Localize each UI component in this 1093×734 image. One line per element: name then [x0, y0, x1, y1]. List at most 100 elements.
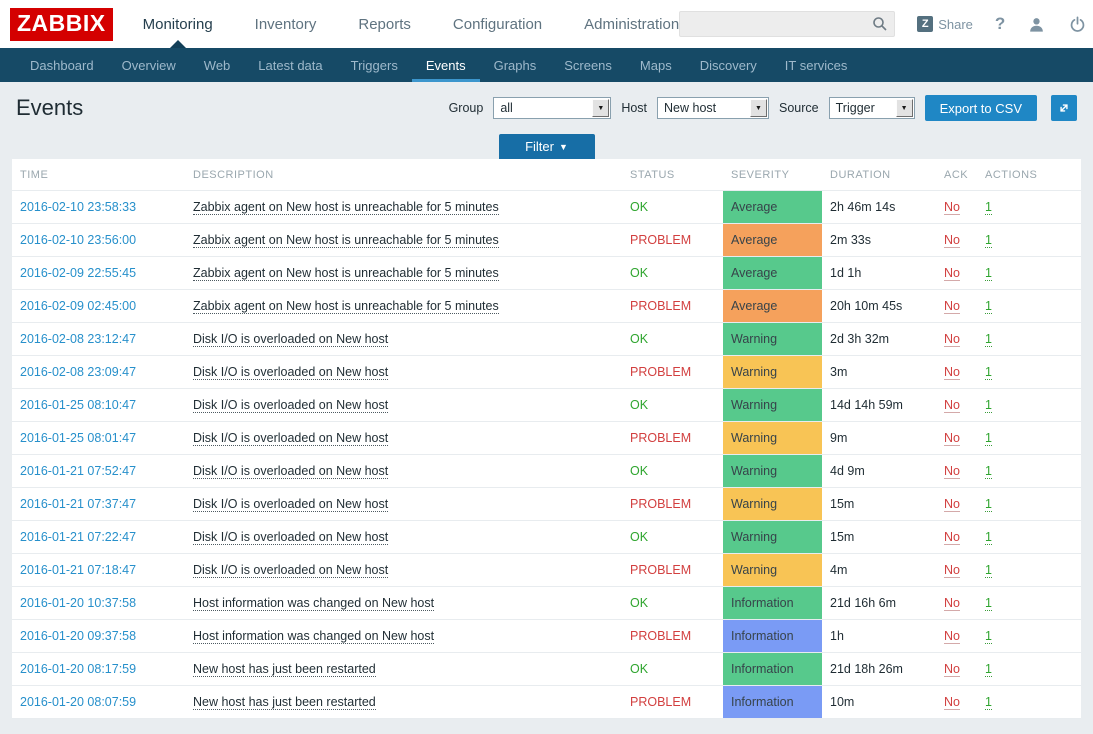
event-time-link[interactable]: 2016-01-21 07:37:47 [20, 497, 137, 511]
sub-nav-item-it-services[interactable]: IT services [784, 57, 848, 73]
actions-count-link[interactable]: 1 [985, 530, 992, 545]
sub-nav-item-triggers[interactable]: Triggers [350, 57, 398, 73]
sub-nav-item-graphs[interactable]: Graphs [493, 57, 537, 73]
event-description-link[interactable]: Zabbix agent on New host is unreachable … [193, 266, 499, 281]
group-select[interactable]: all ▼ [493, 97, 612, 119]
table-row: 2016-01-20 09:37:58 Host information was … [12, 619, 1081, 653]
event-time-link[interactable]: 2016-01-21 07:22:47 [20, 530, 137, 544]
event-time-link[interactable]: 2016-01-21 07:52:47 [20, 464, 137, 478]
actions-count-link[interactable]: 1 [985, 662, 992, 677]
actions-count-link[interactable]: 1 [985, 266, 992, 281]
event-description-link[interactable]: Disk I/O is overloaded on New host [193, 464, 389, 479]
event-time-link[interactable]: 2016-02-08 23:12:47 [20, 332, 137, 346]
event-time-link[interactable]: 2016-02-09 22:55:45 [20, 266, 137, 280]
actions-count-link[interactable]: 1 [985, 332, 992, 347]
actions-count-link[interactable]: 1 [985, 695, 992, 710]
ack-link[interactable]: No [944, 497, 960, 512]
ack-link[interactable]: No [944, 629, 960, 644]
ack-link[interactable]: No [944, 530, 960, 545]
host-select[interactable]: New host ▼ [657, 97, 770, 119]
actions-count-link[interactable]: 1 [985, 365, 992, 380]
ack-link[interactable]: No [944, 695, 960, 710]
export-csv-button[interactable]: Export to CSV [924, 95, 1037, 121]
event-description-link[interactable]: New host has just been restarted [193, 695, 376, 710]
event-description-link[interactable]: Zabbix agent on New host is unreachable … [193, 200, 499, 215]
actions-count-link[interactable]: 1 [985, 299, 992, 314]
ack-link[interactable]: No [944, 365, 960, 380]
column-header-severity: SEVERITY [723, 159, 822, 191]
event-description-link[interactable]: Disk I/O is overloaded on New host [193, 530, 389, 545]
share-label: Share [938, 16, 973, 32]
actions-count-link[interactable]: 1 [985, 629, 992, 644]
filter-toggle-button[interactable]: Filter ▼ [498, 134, 595, 159]
ack-link[interactable]: No [944, 398, 960, 413]
event-time-link[interactable]: 2016-01-21 07:18:47 [20, 563, 137, 577]
user-profile-icon[interactable] [1027, 15, 1046, 34]
sub-nav-item-dashboard[interactable]: Dashboard [30, 57, 94, 73]
sub-nav-item-screens[interactable]: Screens [564, 57, 612, 73]
help-icon[interactable]: ? [994, 14, 1006, 33]
event-time-link[interactable]: 2016-01-20 08:17:59 [20, 662, 137, 676]
event-time-link[interactable]: 2016-01-20 08:07:59 [20, 695, 137, 709]
actions-count-link[interactable]: 1 [985, 431, 992, 446]
sub-nav-item-maps[interactable]: Maps [639, 57, 672, 73]
event-time-link[interactable]: 2016-02-08 23:09:47 [20, 365, 137, 379]
ack-link[interactable]: No [944, 563, 960, 578]
table-row: 2016-01-25 08:01:47 Disk I/O is overloade… [12, 421, 1081, 455]
actions-count-link[interactable]: 1 [985, 464, 992, 479]
search-input[interactable] [679, 11, 896, 37]
ack-link[interactable]: No [944, 233, 960, 248]
event-description-link[interactable]: Disk I/O is overloaded on New host [193, 398, 389, 413]
actions-count-link[interactable]: 1 [985, 398, 992, 413]
fullscreen-button[interactable] [1051, 95, 1077, 121]
event-description-link[interactable]: New host has just been restarted [193, 662, 376, 677]
event-description-link[interactable]: Disk I/O is overloaded on New host [193, 563, 389, 578]
main-nav-item-administration[interactable]: Administration [584, 15, 680, 33]
main-nav-item-configuration[interactable]: Configuration [452, 15, 543, 33]
main-nav-item-inventory[interactable]: Inventory [254, 15, 317, 33]
event-description-link[interactable]: Host information was changed on New host [193, 596, 435, 611]
ack-link[interactable]: No [944, 299, 960, 314]
event-description-link[interactable]: Disk I/O is overloaded on New host [193, 365, 389, 380]
event-description-link[interactable]: Disk I/O is overloaded on New host [193, 332, 389, 347]
ack-link[interactable]: No [944, 464, 960, 479]
logout-power-icon[interactable] [1068, 15, 1087, 34]
event-description-link[interactable]: Disk I/O is overloaded on New host [193, 497, 389, 512]
host-select-value: New host [664, 101, 717, 115]
actions-count-link[interactable]: 1 [985, 563, 992, 578]
event-description-link[interactable]: Zabbix agent on New host is unreachable … [193, 299, 499, 314]
share-button[interactable]: Z Share [917, 16, 973, 32]
search-icon[interactable] [872, 16, 888, 32]
actions-count-link[interactable]: 1 [985, 596, 992, 611]
table-row: 2016-02-08 23:12:47 Disk I/O is overloade… [12, 322, 1081, 356]
actions-count-link[interactable]: 1 [985, 200, 992, 215]
status-text: PROBLEM [630, 233, 692, 247]
event-time-link[interactable]: 2016-02-09 02:45:00 [20, 299, 137, 313]
main-nav-item-monitoring[interactable]: Monitoring [142, 15, 213, 33]
ack-link[interactable]: No [944, 266, 960, 281]
sub-nav-item-web[interactable]: Web [203, 57, 231, 73]
sub-nav-item-events[interactable]: Events [411, 48, 480, 82]
event-time-link[interactable]: 2016-01-20 09:37:58 [20, 629, 137, 643]
ack-link[interactable]: No [944, 431, 960, 446]
event-time-link[interactable]: 2016-02-10 23:56:00 [20, 233, 137, 247]
event-time-link[interactable]: 2016-01-25 08:10:47 [20, 398, 137, 412]
ack-link[interactable]: No [944, 662, 960, 677]
actions-count-link[interactable]: 1 [985, 233, 992, 248]
event-time-link[interactable]: 2016-01-25 08:01:47 [20, 431, 137, 445]
event-description-link[interactable]: Host information was changed on New host [193, 629, 435, 644]
main-nav-item-reports[interactable]: Reports [358, 15, 411, 33]
source-select[interactable]: Trigger ▼ [828, 97, 915, 119]
event-description-link[interactable]: Zabbix agent on New host is unreachable … [193, 233, 499, 248]
sub-nav-item-discovery[interactable]: Discovery [699, 57, 757, 73]
sub-nav-item-latest-data[interactable]: Latest data [258, 57, 323, 73]
event-time-link[interactable]: 2016-01-20 10:37:58 [20, 596, 137, 610]
ack-link[interactable]: No [944, 200, 960, 215]
duration-text: 2h 46m 14s [822, 190, 936, 224]
event-description-link[interactable]: Disk I/O is overloaded on New host [193, 431, 389, 446]
ack-link[interactable]: No [944, 596, 960, 611]
ack-link[interactable]: No [944, 332, 960, 347]
actions-count-link[interactable]: 1 [985, 497, 992, 512]
sub-nav-item-overview[interactable]: Overview [121, 57, 176, 73]
event-time-link[interactable]: 2016-02-10 23:58:33 [20, 200, 137, 214]
